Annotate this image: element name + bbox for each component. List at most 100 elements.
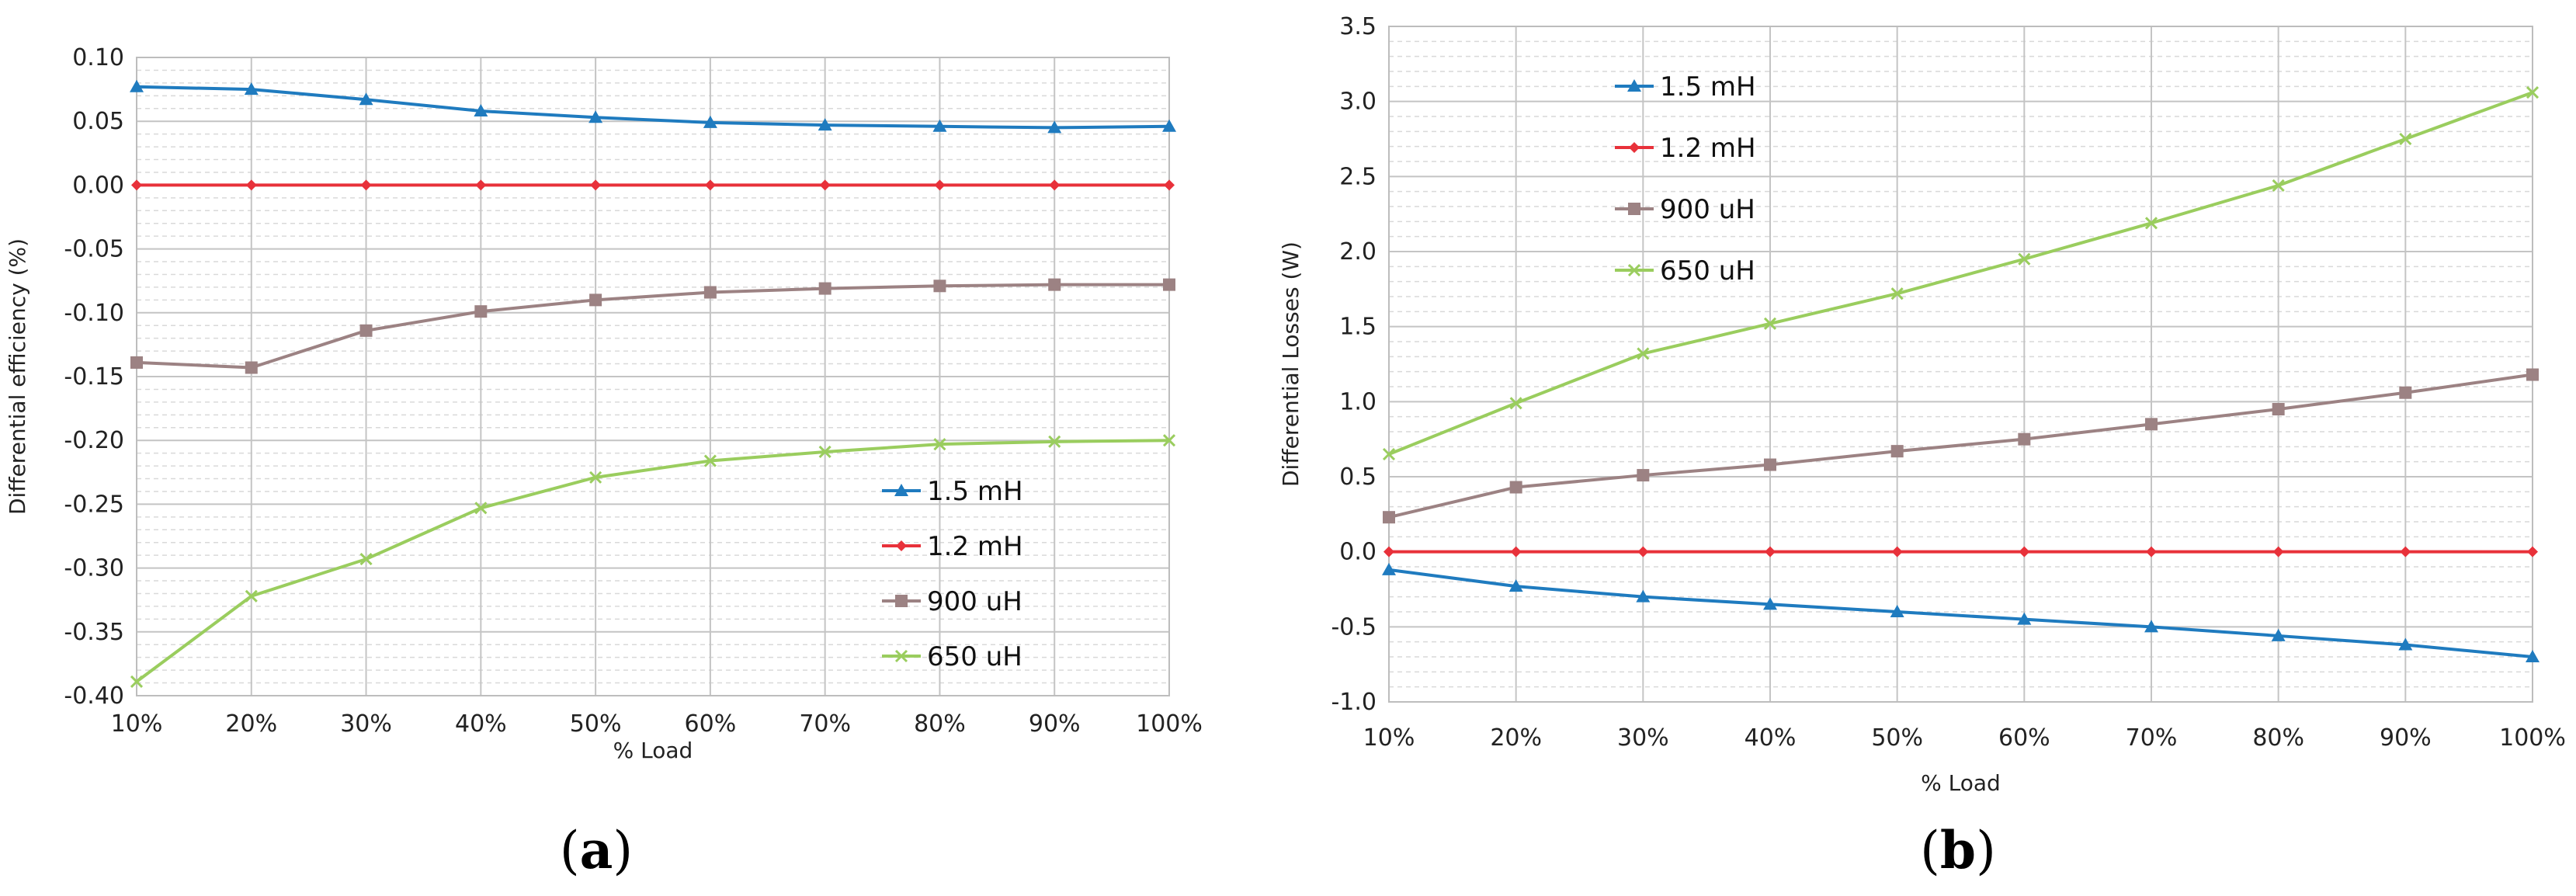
chart-b-xtick-label: 90% xyxy=(2380,724,2432,752)
chart-b-legend-label: 650 uH xyxy=(1660,255,1755,287)
chart-a-data-point xyxy=(589,293,602,307)
chart-b-data-point xyxy=(2398,637,2413,651)
chart-b-data-point xyxy=(1891,546,1903,557)
chart-a-series-1-5-mh xyxy=(130,79,1176,134)
chart-b-data-point xyxy=(2018,432,2031,446)
chart-b-xtick-label: 20% xyxy=(1490,724,1542,752)
chart-b-series-line xyxy=(1388,568,2533,658)
chart-a-data-point-stroke-2 xyxy=(818,445,831,459)
chart-b-series-1-5-mh xyxy=(1382,562,2540,662)
chart-b-ytick-label: 3.5 xyxy=(1339,13,1377,40)
chart-a-data-point xyxy=(1162,119,1176,132)
chart-b-data-point xyxy=(1636,589,1651,603)
chart-a-data-point xyxy=(1048,278,1061,291)
chart-b-data-point xyxy=(2146,546,2157,557)
chart-b-ytick-label: 2.0 xyxy=(1339,238,1377,266)
chart-b-data-point xyxy=(2144,620,2158,633)
chart-a-data-point xyxy=(359,92,373,106)
chart-b-data-point-stroke-2 xyxy=(1637,347,1650,360)
chart-b-data-point xyxy=(2400,546,2411,557)
chart-b-data-point xyxy=(2271,628,2286,641)
chart-a-xtick-label: 70% xyxy=(799,710,851,738)
chart-a-data-point xyxy=(703,286,717,299)
chart-a-legend-label: 650 uH xyxy=(927,641,1022,672)
chart-a-data-point xyxy=(359,553,373,566)
chart-b-data-point xyxy=(1765,546,1776,557)
chart-b-xtick-label: 10% xyxy=(1363,724,1415,752)
chart-a-data-point xyxy=(130,356,143,369)
chart-a-xtick-label: 100% xyxy=(1136,710,1203,738)
chart-a-data-point xyxy=(1047,120,1062,134)
chart-b-data-point xyxy=(1764,458,1776,471)
chart-b-legend-label: 900 uH xyxy=(1660,194,1755,225)
chart-b-xtick-label: 60% xyxy=(1998,724,2050,752)
chart-b-data-point-stroke-2 xyxy=(2526,86,2540,99)
chart-a-xtick-label: 80% xyxy=(914,710,966,738)
chart-a-xtick-label: 90% xyxy=(1029,710,1081,738)
chart-b-data-point xyxy=(1763,317,1777,330)
chart-b-legend-entry: 900 uH xyxy=(1615,194,1755,225)
chart-a-data-point xyxy=(933,280,946,293)
chart-a-legend-label: 900 uH xyxy=(927,586,1022,617)
chart-a-ytick-label: -0.10 xyxy=(64,300,124,327)
chart-a-data-point xyxy=(1048,435,1061,448)
chart-b-data-point xyxy=(2526,650,2540,662)
chart-b-legend-marker xyxy=(1627,263,1641,277)
chart-b-data-point xyxy=(1637,546,1649,557)
chart-a-xtick-label: 50% xyxy=(570,710,622,738)
chart-b-data-point-stroke-2 xyxy=(1382,447,1396,461)
chart-a-data-point-stroke-2 xyxy=(589,471,602,484)
chart-a-data-point xyxy=(1049,179,1061,191)
chart-a-ytick-label: 0.00 xyxy=(72,172,124,199)
chart-a-data-point-stroke-2 xyxy=(359,553,373,566)
chart-a: 0.10 0.05 0.00 -0.05 -0.10 -0.15 -0.20 -0.25 -0.… xyxy=(5,44,1203,880)
chart-a-legend-marker xyxy=(894,484,908,496)
chart-b-data-point xyxy=(2526,368,2539,381)
chart-a-data-point xyxy=(131,179,142,191)
chart-b-data-point xyxy=(1383,546,1394,557)
chart-a-series-650-uh xyxy=(130,434,1176,688)
chart-a-legend-label: 1.2 mH xyxy=(927,531,1023,562)
chart-b-data-point xyxy=(2399,386,2412,399)
chart-b-data-point xyxy=(1509,397,1522,410)
chart-b-series-900-uh xyxy=(1383,368,2539,524)
chart-a-ytick-label: 0.05 xyxy=(72,108,124,135)
chart-b-data-point xyxy=(1890,445,1904,458)
chart-b-data-point xyxy=(2399,132,2412,146)
chart-b-data-point xyxy=(2526,86,2540,99)
chart-b-data-point xyxy=(1382,562,1396,575)
chart-a-xtick-label: 40% xyxy=(455,710,507,738)
chart-a-data-point xyxy=(359,324,373,337)
chart-b-series-650-uh xyxy=(1382,86,2540,461)
chart-b-legend-marker-stroke-2 xyxy=(1627,263,1641,277)
chart-b-data-point xyxy=(1510,546,1522,557)
chart-a-xtick-label: 10% xyxy=(111,710,163,738)
chart-b-data-point-stroke-2 xyxy=(1890,287,1904,300)
chart-b-minor-gridlines xyxy=(1389,40,2533,688)
chart-a-panel-label-close: ) xyxy=(613,821,633,880)
chart-a-ytick-label: -0.30 xyxy=(64,555,124,582)
chart-a-data-point xyxy=(245,179,257,191)
chart-a-ytick-label: 0.10 xyxy=(72,44,124,71)
chart-a-data-point xyxy=(703,115,717,128)
chart-a-legend-entry: 1.2 mH xyxy=(882,531,1023,562)
chart-b-series-1-2-mh xyxy=(1383,546,2538,557)
chart-b-panel-label-close: ) xyxy=(1976,821,1996,880)
chart-a-panel-label-open: ( xyxy=(560,821,580,880)
chart-b-ytick-label: 1.0 xyxy=(1339,388,1377,415)
chart-a-data-point xyxy=(819,179,831,191)
chart-a-data-point xyxy=(934,179,946,191)
chart-b-data-point xyxy=(1890,605,1904,617)
chart-b-ytick-label: 1.5 xyxy=(1339,314,1377,341)
chart-a-legend-marker xyxy=(894,649,908,663)
chart-b-data-point xyxy=(2018,252,2031,266)
chart-b-xtick-label: 40% xyxy=(1745,724,1797,752)
chart-b-data-point xyxy=(1508,579,1523,592)
chart-b-xtick-label: 70% xyxy=(2126,724,2178,752)
chart-b-y-axis-title: Differential Losses (W) xyxy=(1278,241,1304,487)
chart-b-data-point xyxy=(2272,403,2285,415)
chart-b-series-line xyxy=(1388,91,2533,456)
chart-a-data-point xyxy=(474,305,488,318)
chart-a-data-point xyxy=(475,179,487,191)
